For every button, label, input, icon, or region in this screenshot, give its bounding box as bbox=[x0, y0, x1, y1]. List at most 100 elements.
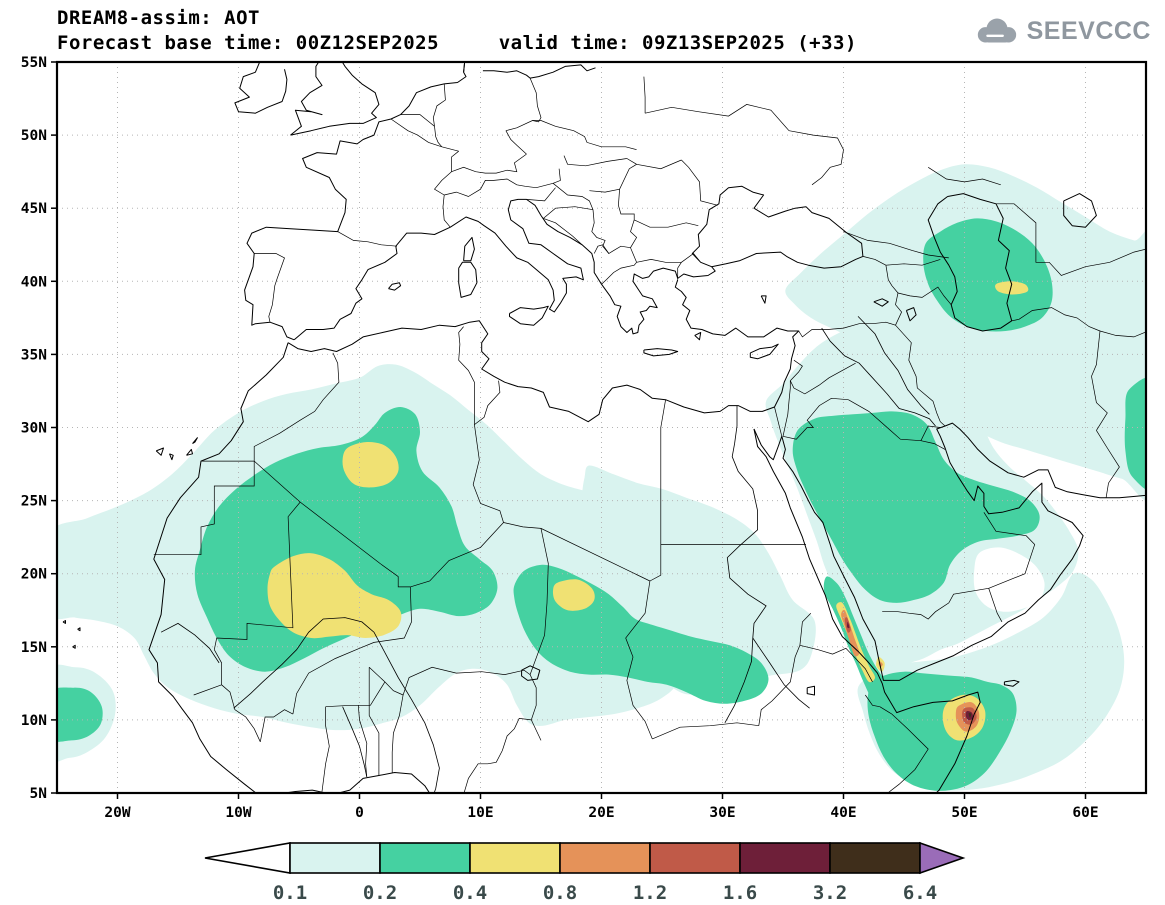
country-border bbox=[895, 324, 946, 427]
country-border bbox=[400, 114, 435, 127]
contour-region-0.1 bbox=[581, 465, 816, 695]
basemap-layer bbox=[62, 62, 1146, 793]
country-border bbox=[552, 168, 561, 184]
coastline bbox=[458, 261, 478, 298]
coastline bbox=[694, 332, 702, 341]
coastline bbox=[753, 422, 1146, 681]
country-border bbox=[1096, 430, 1120, 498]
lon-label: 0 bbox=[355, 805, 364, 821]
country-border bbox=[634, 219, 699, 228]
country-border bbox=[368, 667, 404, 696]
country-border bbox=[337, 231, 398, 247]
coastline bbox=[643, 348, 679, 357]
coastline bbox=[509, 305, 549, 326]
colorbar-segment bbox=[469, 842, 561, 874]
coastline bbox=[521, 665, 541, 681]
colorbar-label: 0.2 bbox=[363, 882, 397, 904]
coastline bbox=[1003, 679, 1020, 687]
country-border bbox=[434, 126, 443, 148]
coastline bbox=[388, 282, 402, 291]
country-border bbox=[591, 209, 610, 254]
coastline bbox=[482, 64, 596, 79]
country-border bbox=[788, 130, 844, 186]
coastline bbox=[192, 437, 198, 445]
colorbar-label: 1.6 bbox=[723, 882, 757, 904]
lat-label: 10N bbox=[21, 713, 47, 729]
grid-layer bbox=[57, 62, 1146, 793]
country-border bbox=[433, 150, 459, 228]
coastline bbox=[281, 772, 431, 793]
plot-title: DREAM8-assim: AOT bbox=[57, 7, 260, 29]
country-border bbox=[391, 694, 404, 773]
country-border bbox=[543, 218, 583, 246]
country-border bbox=[474, 380, 501, 425]
country-border bbox=[928, 167, 1001, 186]
lat-label: 20N bbox=[21, 567, 47, 583]
colorbar-right-arrow bbox=[919, 841, 966, 875]
country-border bbox=[390, 118, 459, 152]
contour-region-0.4 bbox=[995, 281, 1029, 295]
country-border bbox=[505, 120, 637, 151]
coastline bbox=[77, 627, 81, 632]
coastline bbox=[290, 62, 380, 136]
country-border bbox=[677, 262, 682, 280]
country-border bbox=[1091, 330, 1108, 431]
country-border bbox=[292, 647, 360, 715]
country-border bbox=[432, 83, 446, 127]
country-border bbox=[253, 460, 411, 588]
country-border bbox=[630, 219, 638, 263]
contour-region-3.2 bbox=[968, 713, 972, 718]
coastline bbox=[169, 453, 174, 461]
country-border bbox=[636, 259, 682, 263]
country-border bbox=[798, 321, 896, 338]
country-border bbox=[254, 253, 285, 323]
country-border bbox=[790, 359, 803, 381]
coastline bbox=[464, 792, 467, 793]
contour-region-0.1 bbox=[785, 164, 1146, 501]
coastline bbox=[148, 342, 289, 793]
country-border bbox=[552, 183, 594, 210]
lat-label: 25N bbox=[21, 494, 47, 510]
lat-label: 30N bbox=[21, 421, 47, 437]
country-border bbox=[618, 189, 635, 220]
country-border bbox=[402, 666, 531, 696]
plot-forecast-times: Forecast base time: 00Z12SEP2025 valid t… bbox=[57, 32, 857, 54]
contour-region-0.4 bbox=[267, 553, 402, 639]
country-border bbox=[359, 586, 412, 649]
colorbar-segment bbox=[379, 842, 471, 874]
country-border bbox=[458, 326, 475, 425]
river bbox=[821, 327, 936, 427]
colorbar-segment bbox=[289, 842, 381, 874]
seevccc-logo: SEEVCCC bbox=[974, 16, 1151, 46]
river bbox=[342, 706, 368, 777]
coastline bbox=[293, 185, 864, 341]
country-border bbox=[1099, 330, 1146, 338]
country-border bbox=[920, 425, 941, 441]
colorbar-label: 0.1 bbox=[273, 882, 307, 904]
country-border bbox=[645, 104, 790, 131]
country-border bbox=[444, 178, 554, 197]
country-border bbox=[463, 718, 532, 793]
country-border bbox=[983, 512, 1036, 589]
lon-label: 20W bbox=[104, 805, 130, 821]
colorbar-label: 0.8 bbox=[543, 882, 577, 904]
country-border bbox=[529, 77, 542, 123]
country-border bbox=[782, 380, 791, 437]
country-border bbox=[649, 544, 662, 582]
coastline bbox=[62, 620, 66, 624]
country-border bbox=[213, 501, 301, 650]
coastline bbox=[463, 236, 475, 262]
coastline bbox=[760, 295, 767, 304]
river bbox=[160, 622, 220, 664]
contour-region-0.2 bbox=[57, 687, 103, 742]
country-border bbox=[996, 203, 1146, 276]
country-border bbox=[879, 706, 929, 793]
country-border bbox=[601, 262, 637, 285]
colorbar-left-arrow bbox=[204, 842, 291, 874]
lat-label: 15N bbox=[21, 640, 47, 656]
country-border bbox=[782, 397, 849, 440]
coastline bbox=[927, 193, 1013, 332]
country-border bbox=[789, 362, 856, 395]
